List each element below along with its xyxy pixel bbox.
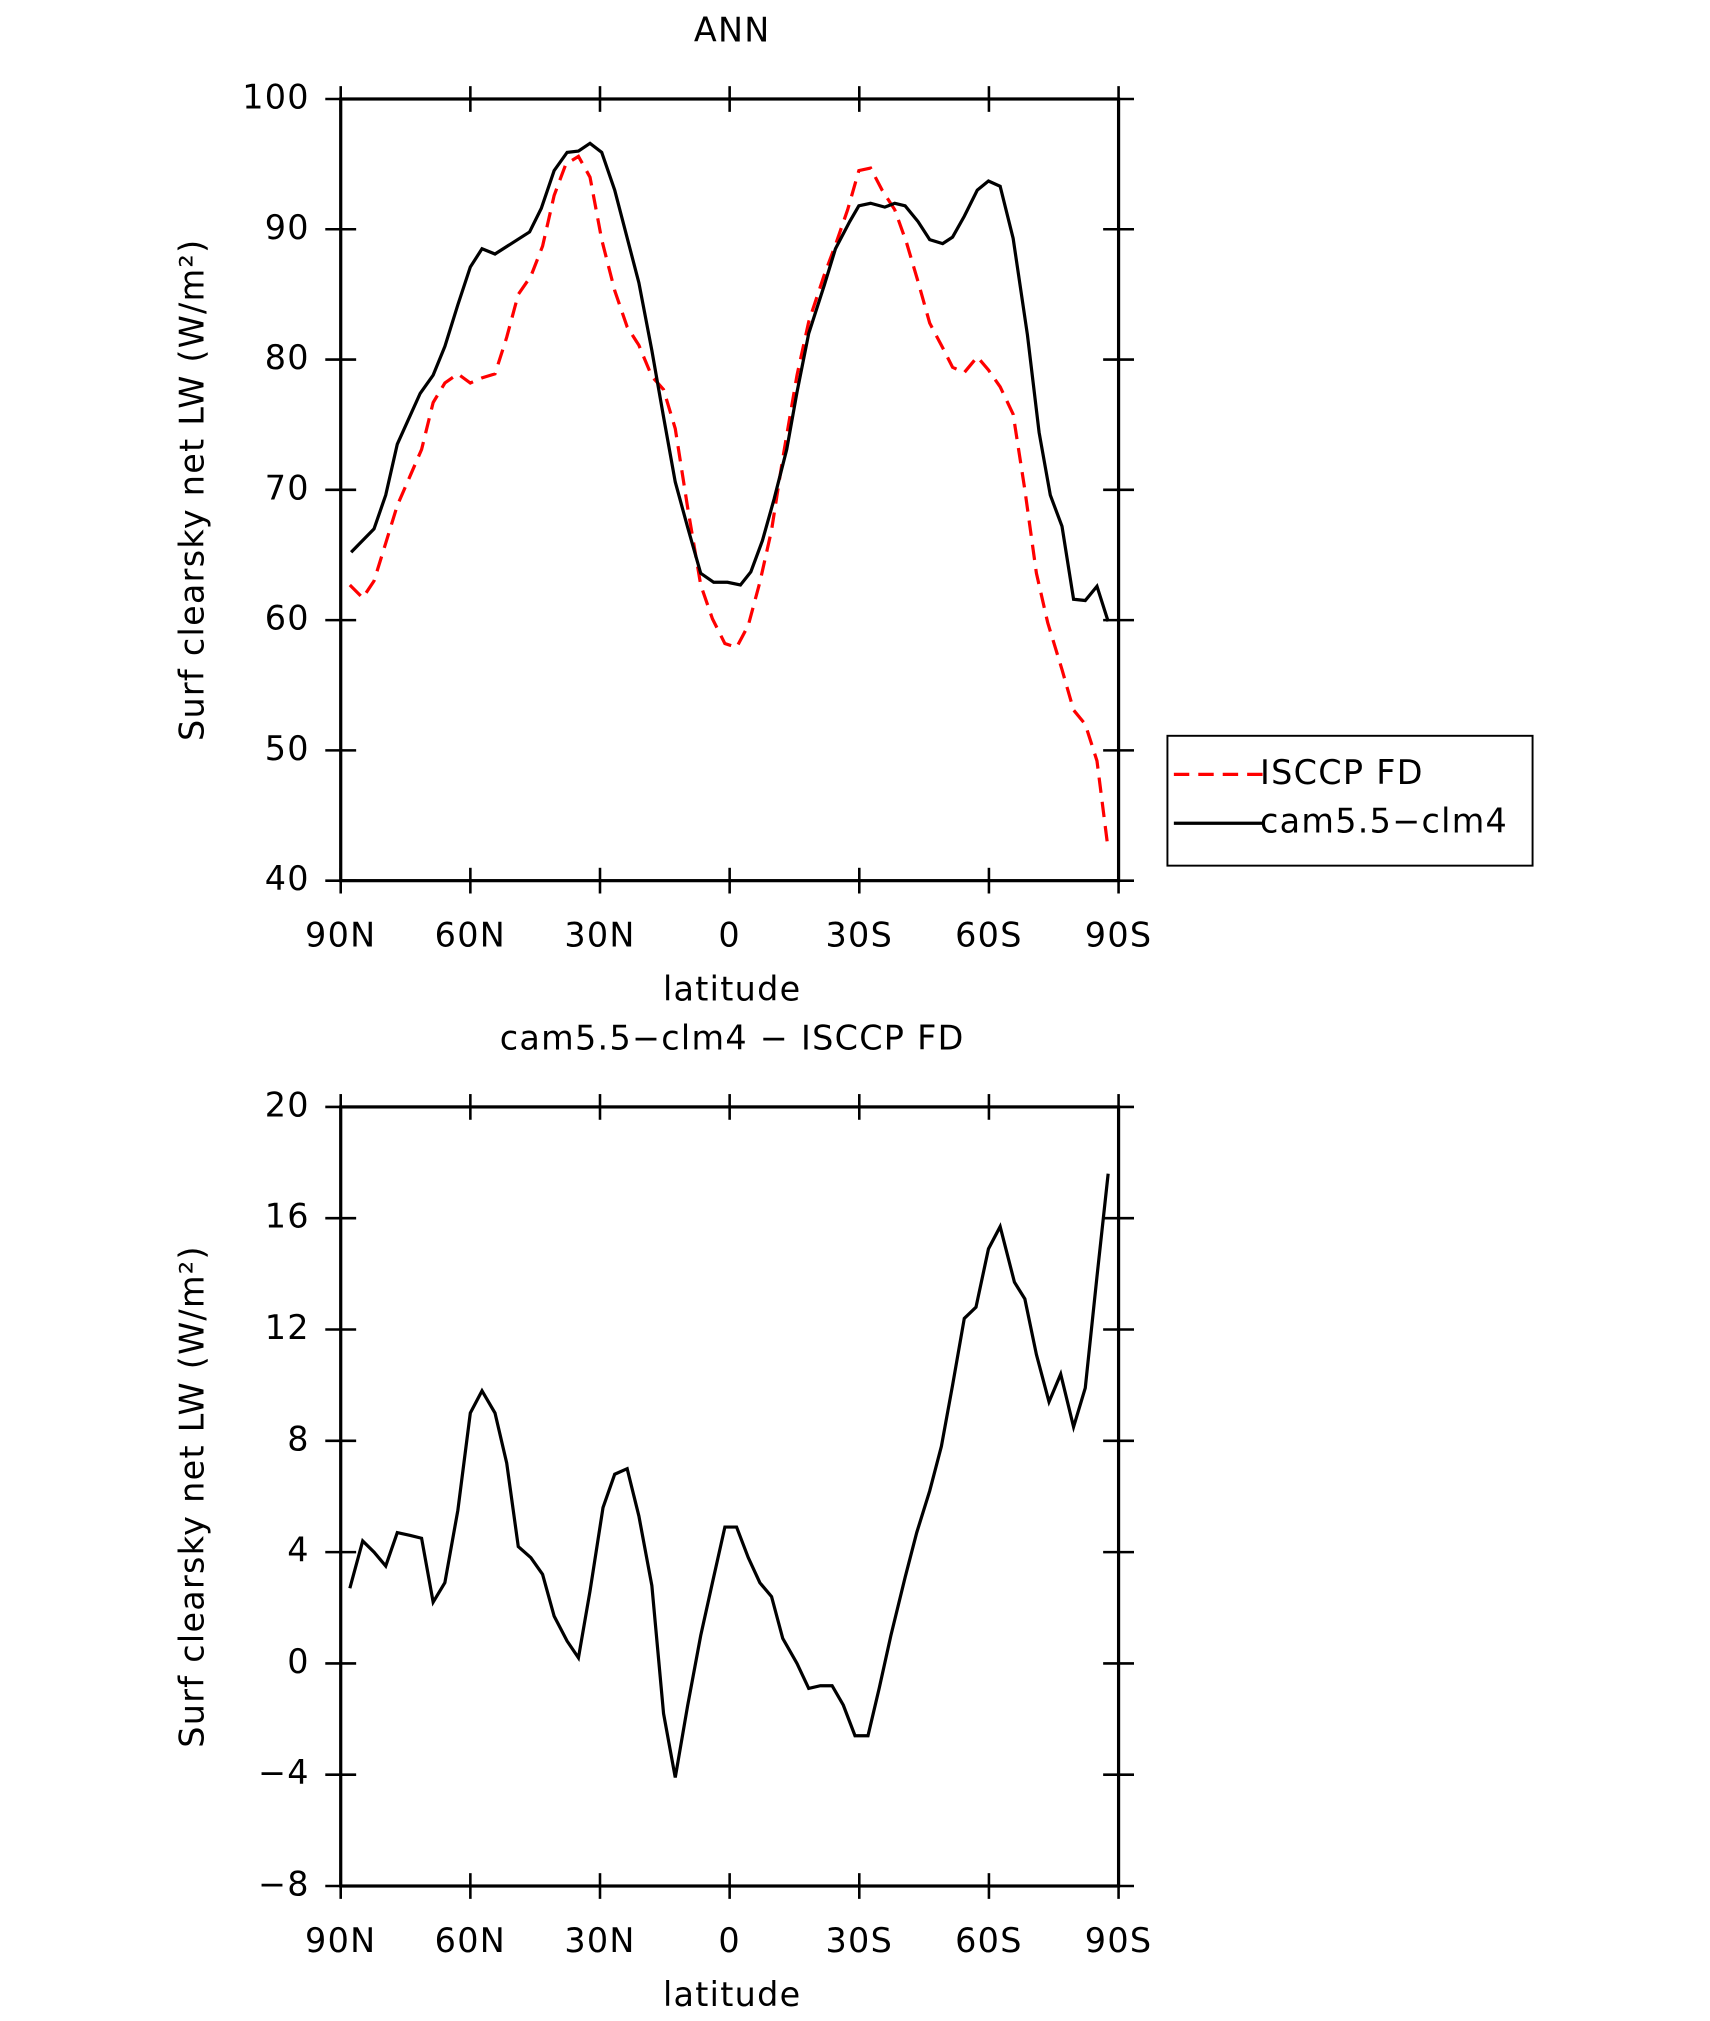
x-tick-label: 90S xyxy=(1085,916,1153,955)
legend-label: ISCCP FD xyxy=(1260,753,1424,792)
chart-title: ANN xyxy=(694,11,771,50)
y-tick-label: 80 xyxy=(265,338,310,377)
y-tick-label: 90 xyxy=(265,208,310,247)
y-tick-label: 40 xyxy=(265,859,310,898)
x-axis-label: latitude xyxy=(663,1975,801,2014)
y-axis-label: Surf clearsky net LW (W/m²) xyxy=(173,239,212,741)
y-tick-label: 12 xyxy=(265,1308,310,1347)
x-tick-label: 30N xyxy=(564,916,635,955)
x-tick-label: 90S xyxy=(1085,1921,1153,1960)
x-tick-label: 0 xyxy=(718,916,741,955)
y-tick-label: 0 xyxy=(287,1642,310,1681)
x-tick-label: 0 xyxy=(718,1921,741,1960)
x-tick-label: 60N xyxy=(435,916,506,955)
x-tick-label: 90N xyxy=(305,916,376,955)
chart-title: cam5.5−clm4 − ISCCP FD xyxy=(500,1019,965,1058)
x-tick-label: 60S xyxy=(955,916,1023,955)
y-tick-label: 100 xyxy=(242,77,310,116)
plot-frame xyxy=(339,1105,1121,1888)
x-tick-label: 30S xyxy=(825,916,893,955)
y-tick-label: 8 xyxy=(287,1419,310,1458)
plot-frame xyxy=(339,97,1121,883)
x-tick-label: 60N xyxy=(435,1921,506,1960)
legend-label: cam5.5−clm4 xyxy=(1260,802,1508,841)
y-tick-label: 4 xyxy=(287,1531,310,1570)
data-line xyxy=(349,141,1110,622)
x-tick-label: 90N xyxy=(305,1921,376,1960)
x-tick-label: 60S xyxy=(955,1921,1023,1960)
legend-box xyxy=(1166,734,1534,867)
y-tick-label: 16 xyxy=(265,1197,310,1236)
x-tick-label: 30N xyxy=(564,1921,635,1960)
y-axis-label: Surf clearsky net LW (W/m²) xyxy=(173,1245,212,1747)
y-tick-label: 70 xyxy=(265,468,310,507)
data-line xyxy=(348,154,1110,850)
y-tick-label: 60 xyxy=(265,599,310,638)
y-tick-label: 50 xyxy=(265,729,310,768)
x-axis-label: latitude xyxy=(663,970,801,1009)
data-line xyxy=(348,1173,1110,1778)
y-tick-label: 20 xyxy=(265,1085,310,1124)
y-tick-label: −8 xyxy=(258,1865,310,1904)
y-tick-label: −4 xyxy=(258,1753,310,1792)
x-tick-label: 30S xyxy=(825,1921,893,1960)
